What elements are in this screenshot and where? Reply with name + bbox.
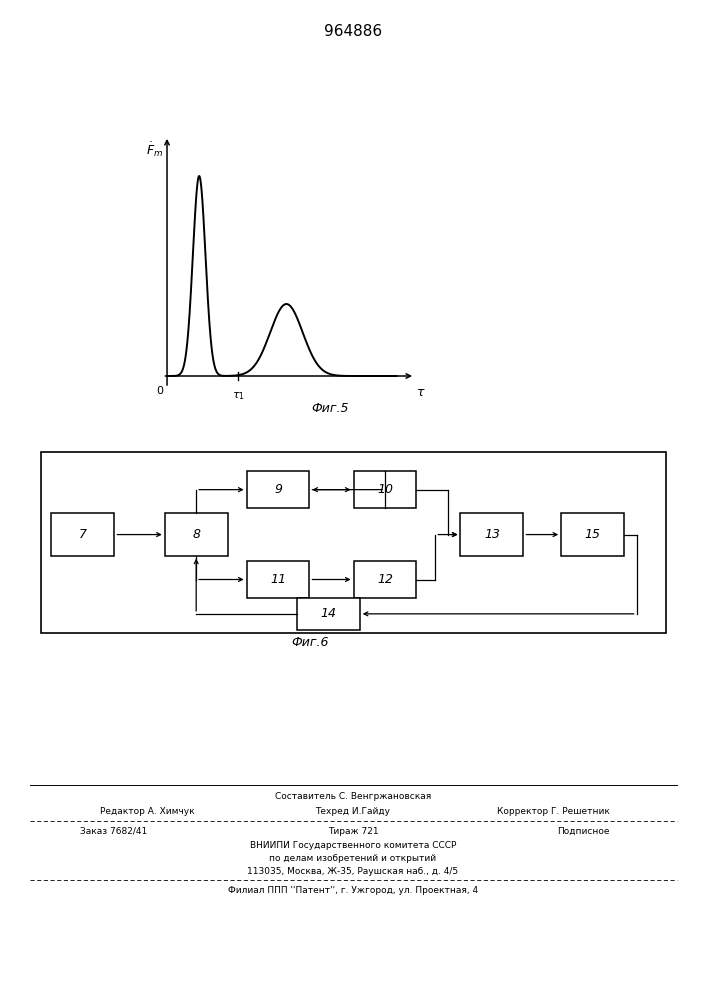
Text: по делам изобретений и открытий: по делам изобретений и открытий	[269, 854, 436, 863]
Bar	[52, 513, 115, 556]
Text: 8: 8	[192, 528, 200, 541]
Bar	[460, 513, 523, 556]
Text: 10: 10	[377, 483, 393, 496]
Text: $\tau$: $\tau$	[416, 386, 426, 399]
Text: 964886: 964886	[324, 24, 382, 39]
Text: 0: 0	[156, 386, 163, 396]
Bar	[354, 471, 416, 508]
Text: Заказ 7682/41: Заказ 7682/41	[80, 827, 147, 836]
Bar	[354, 561, 416, 598]
Text: 7: 7	[79, 528, 87, 541]
Bar	[247, 561, 310, 598]
Text: 11: 11	[270, 573, 286, 586]
Text: $\dot{F}_{m}$: $\dot{F}_{m}$	[146, 140, 163, 159]
Text: 15: 15	[585, 528, 601, 541]
Bar	[561, 513, 624, 556]
Text: 12: 12	[377, 573, 393, 586]
Text: Техред И.Гайду: Техред И.Гайду	[315, 807, 390, 816]
Text: Фиг.5: Фиг.5	[311, 401, 349, 414]
Text: ВНИИПИ Государственного комитета СССР: ВНИИПИ Государственного комитета СССР	[250, 841, 456, 850]
Text: Подписное: Подписное	[558, 827, 610, 836]
Text: 13: 13	[484, 528, 500, 541]
Text: 9: 9	[274, 483, 282, 496]
Bar	[165, 513, 228, 556]
Text: Корректор Г. Решетник: Корректор Г. Решетник	[497, 807, 610, 816]
Text: Составитель С. Венгржановская: Составитель С. Венгржановская	[275, 792, 431, 801]
Text: 113035, Москва, Ж-35, Раушская наб., д. 4/5: 113035, Москва, Ж-35, Раушская наб., д. …	[247, 867, 459, 876]
Text: Фиг.6: Фиг.6	[291, 636, 329, 648]
Text: Редактор А. Химчук: Редактор А. Химчук	[100, 807, 194, 816]
Text: 14: 14	[320, 607, 337, 620]
Text: Тираж 721: Тираж 721	[327, 827, 378, 836]
Bar	[297, 598, 360, 630]
Bar	[247, 471, 310, 508]
Text: $\tau_1$: $\tau_1$	[232, 390, 245, 402]
Text: Филиал ППП ''Патент'', г. Ужгород, ул. Проектная, 4: Филиал ППП ''Патент'', г. Ужгород, ул. П…	[228, 886, 478, 895]
